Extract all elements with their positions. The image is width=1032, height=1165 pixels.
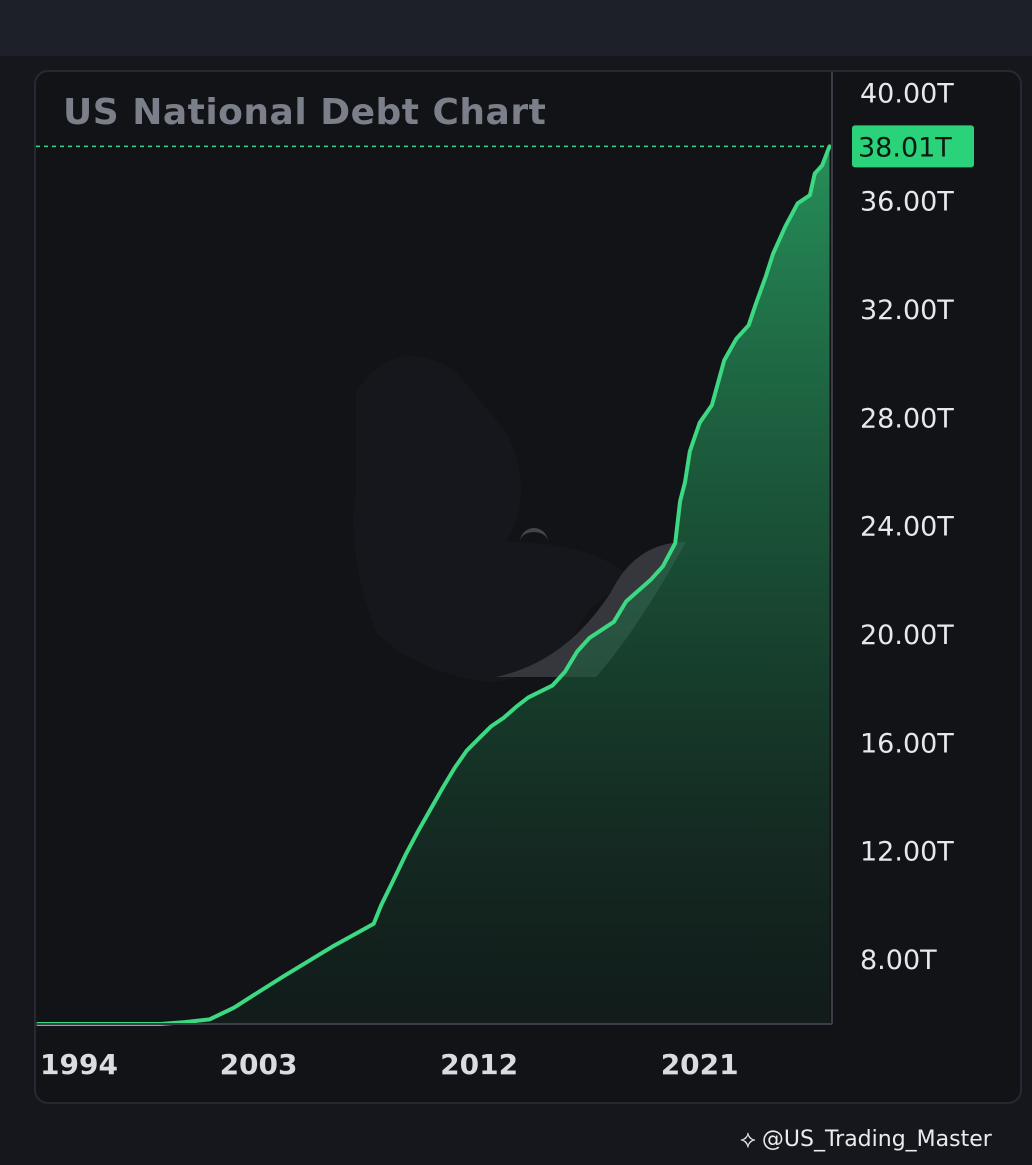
- y-tick-label: 32.00T: [860, 295, 954, 326]
- y-tick-label: 8.00T: [860, 945, 937, 976]
- y-tick-label: 36.00T: [860, 187, 954, 218]
- attribution-watermark: ⟡ @US_Trading_Master: [740, 1125, 992, 1153]
- y-tick-label: 12.00T: [860, 837, 954, 868]
- attribution-text: @US_Trading_Master: [761, 1126, 992, 1152]
- series-line-national-debt: [36, 144, 832, 1026]
- x-axis-ticks: 1994 2003 2012 2021: [40, 1048, 739, 1081]
- binance-logo-icon: ⟡: [740, 1125, 756, 1153]
- area-fill: [38, 146, 830, 1024]
- background-watermark-logo: [353, 356, 686, 682]
- x-tick-label: 1994: [40, 1048, 118, 1081]
- top-band: [0, 0, 1032, 56]
- chart-title: US National Debt Chart: [63, 92, 547, 133]
- x-tick-label: 2003: [220, 1048, 298, 1081]
- y-tick-label: 28.00T: [860, 403, 954, 434]
- y-tick-label: 40.00T: [860, 78, 954, 109]
- debt-chart: 8.00T 12.00T 16.00T 20.00T 24.00T 28.00T 32.00…: [36, 72, 974, 1081]
- y-tick-label: 16.00T: [860, 728, 954, 759]
- y-tick-label: 24.00T: [860, 512, 954, 543]
- last-value-label: 38.01T: [858, 132, 952, 163]
- x-tick-label: 2012: [440, 1048, 518, 1081]
- last-value-badge-bg: [852, 125, 974, 168]
- y-tick-label: 20.00T: [860, 620, 954, 651]
- y-axis-ticks: 8.00T 12.00T 16.00T 20.00T 24.00T 28.00T 32.00…: [860, 78, 954, 976]
- last-value-badge: 38.01T: [852, 125, 974, 168]
- x-tick-label: 2021: [661, 1048, 739, 1081]
- chart-card: 8.00T 12.00T 16.00T 20.00T 24.00T 28.00T 32.00…: [34, 70, 1022, 1104]
